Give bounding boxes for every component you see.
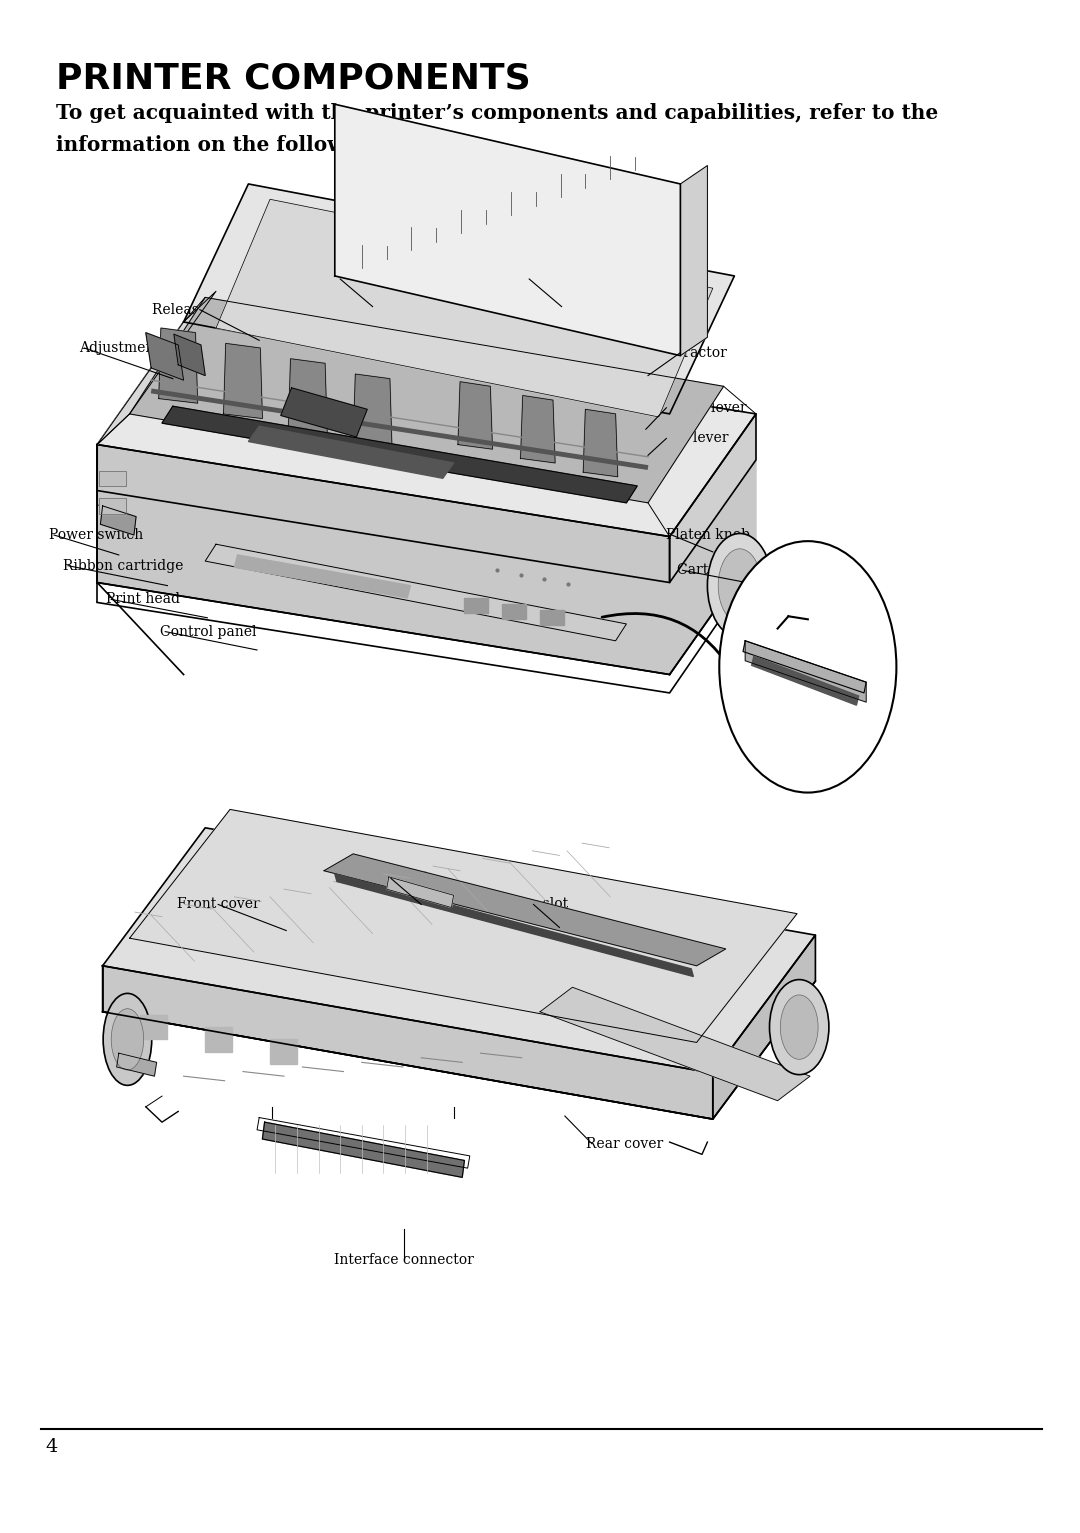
Polygon shape — [146, 333, 184, 380]
Polygon shape — [583, 409, 618, 477]
Polygon shape — [713, 935, 815, 1119]
Text: Platen knob: Platen knob — [666, 527, 751, 543]
Polygon shape — [458, 382, 492, 449]
Ellipse shape — [707, 533, 772, 638]
Polygon shape — [97, 445, 670, 583]
Polygon shape — [234, 555, 410, 598]
Text: Tractor: Tractor — [314, 271, 366, 287]
Polygon shape — [521, 396, 555, 463]
Ellipse shape — [111, 1009, 144, 1070]
Polygon shape — [184, 184, 734, 414]
Polygon shape — [745, 641, 866, 702]
Bar — [205, 1027, 232, 1052]
Polygon shape — [100, 506, 136, 535]
Text: Adjustment lever: Adjustment lever — [79, 340, 200, 356]
Polygon shape — [159, 328, 198, 403]
Polygon shape — [752, 656, 859, 705]
Circle shape — [719, 541, 896, 793]
Polygon shape — [97, 322, 756, 537]
Polygon shape — [117, 1053, 157, 1076]
Polygon shape — [387, 877, 454, 908]
Text: Front cover: Front cover — [177, 897, 259, 912]
Ellipse shape — [769, 980, 829, 1075]
Bar — [540, 610, 564, 625]
Bar — [140, 1015, 167, 1039]
Text: Bail lever: Bail lever — [661, 431, 729, 446]
Text: Print head: Print head — [106, 592, 180, 607]
Polygon shape — [130, 809, 797, 1042]
Text: Power switch: Power switch — [49, 527, 143, 543]
Polygon shape — [335, 104, 680, 356]
Polygon shape — [97, 460, 756, 675]
Polygon shape — [281, 388, 367, 437]
Bar — [99, 498, 126, 514]
Polygon shape — [680, 166, 707, 356]
Text: information on the following pages.: information on the following pages. — [56, 135, 461, 155]
Text: Ribbon cartridge: Ribbon cartridge — [63, 558, 183, 573]
Text: PRINTER COMPONENTS: PRINTER COMPONENTS — [56, 61, 531, 95]
Ellipse shape — [718, 549, 761, 622]
Ellipse shape — [781, 995, 819, 1059]
Text: Tractor: Tractor — [675, 345, 728, 360]
Polygon shape — [130, 297, 724, 503]
Polygon shape — [205, 544, 626, 641]
Bar — [464, 598, 488, 613]
Polygon shape — [103, 828, 815, 1073]
Polygon shape — [288, 359, 327, 434]
Text: Cartridge slot: Cartridge slot — [677, 563, 775, 578]
Polygon shape — [324, 854, 726, 966]
Text: 4: 4 — [45, 1438, 57, 1456]
Text: Release lever: Release lever — [152, 302, 247, 317]
Polygon shape — [353, 374, 392, 449]
Text: Clamp lever: Clamp lever — [661, 400, 746, 415]
Polygon shape — [103, 966, 713, 1119]
Text: Interface connector: Interface connector — [334, 1252, 474, 1268]
Polygon shape — [224, 343, 262, 419]
Text: Tear assist: Tear assist — [353, 871, 429, 886]
Polygon shape — [540, 987, 810, 1101]
Polygon shape — [335, 874, 693, 977]
Text: Paper guide: Paper guide — [487, 271, 571, 287]
Polygon shape — [670, 414, 756, 583]
Text: Entry slot: Entry slot — [499, 897, 568, 912]
Text: Control panel: Control panel — [160, 624, 256, 639]
Polygon shape — [162, 406, 637, 503]
Bar — [99, 498, 126, 514]
Polygon shape — [743, 641, 866, 693]
Polygon shape — [216, 199, 713, 417]
Bar — [99, 471, 126, 486]
Polygon shape — [97, 291, 216, 445]
Polygon shape — [262, 1122, 464, 1177]
Bar — [270, 1039, 297, 1064]
Bar — [99, 471, 126, 486]
Bar — [502, 604, 526, 619]
Polygon shape — [248, 426, 454, 478]
Polygon shape — [174, 334, 205, 376]
Polygon shape — [130, 297, 724, 503]
Text: To get acquainted with the printer’s components and capabilities, refer to the: To get acquainted with the printer’s com… — [56, 103, 939, 123]
Text: Rear cover: Rear cover — [586, 1136, 664, 1151]
Ellipse shape — [104, 993, 151, 1085]
